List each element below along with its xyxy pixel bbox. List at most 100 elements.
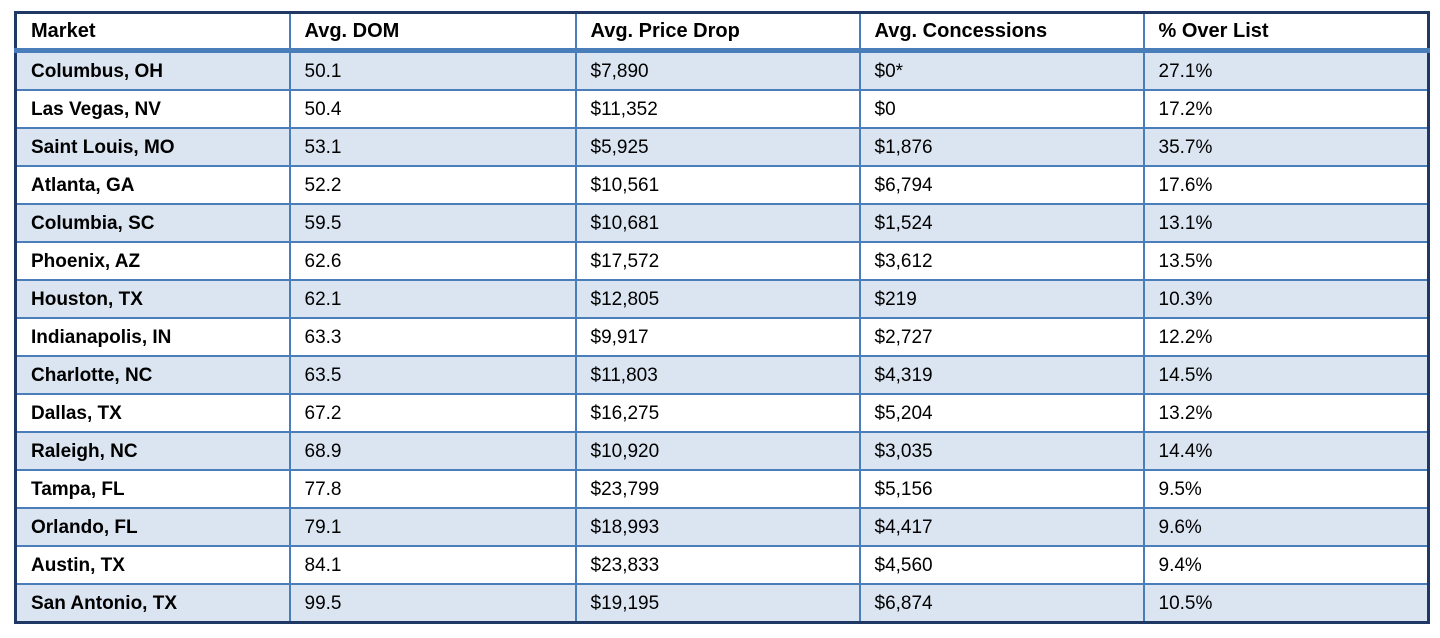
- value-cell: $5,925: [574, 127, 861, 167]
- value-cell: $10,920: [574, 431, 861, 471]
- value-cell: $2,727: [858, 317, 1145, 357]
- value-cell: 62.6: [288, 241, 577, 281]
- value-cell: $23,799: [574, 469, 861, 509]
- market-comparison-table: Market Avg. DOM Avg. Price Drop Avg. Conces…: [14, 11, 1430, 624]
- value-cell: $11,803: [574, 355, 861, 395]
- value-cell: 14.4%: [1142, 431, 1430, 471]
- value-cell: $219: [858, 279, 1145, 319]
- value-cell: $10,561: [574, 165, 861, 205]
- market-cell: Tampa, FL: [14, 469, 291, 509]
- market-cell: Raleigh, NC: [14, 431, 291, 471]
- value-cell: $1,876: [858, 127, 1145, 167]
- value-cell: 50.1: [288, 49, 577, 91]
- value-cell: 59.5: [288, 203, 577, 243]
- table-row: Columbus, OH 50.1 $7,890 $0* 27.1%: [14, 49, 1430, 91]
- market-cell: San Antonio, TX: [14, 583, 291, 624]
- column-header-avg-dom: Avg. DOM: [288, 11, 577, 53]
- table-row: Saint Louis, MO 53.1 $5,925 $1,876 35.7%: [14, 127, 1430, 167]
- value-cell: $23,833: [574, 545, 861, 585]
- value-cell: $16,275: [574, 393, 861, 433]
- table-header: Market Avg. DOM Avg. Price Drop Avg. Conces…: [14, 11, 1430, 53]
- value-cell: 27.1%: [1142, 49, 1430, 91]
- value-cell: 63.5: [288, 355, 577, 395]
- table-row: Columbia, SC 59.5 $10,681 $1,524 13.1%: [14, 203, 1430, 243]
- header-row: Market Avg. DOM Avg. Price Drop Avg. Conces…: [14, 11, 1430, 53]
- market-cell: Saint Louis, MO: [14, 127, 291, 167]
- value-cell: 17.6%: [1142, 165, 1430, 205]
- value-cell: $12,805: [574, 279, 861, 319]
- value-cell: $3,035: [858, 431, 1145, 471]
- value-cell: $17,572: [574, 241, 861, 281]
- value-cell: $0: [858, 89, 1145, 129]
- table-row: Charlotte, NC 63.5 $11,803 $4,319 14.5%: [14, 355, 1430, 395]
- value-cell: $6,794: [858, 165, 1145, 205]
- value-cell: $9,917: [574, 317, 861, 357]
- market-cell: Columbus, OH: [14, 49, 291, 91]
- table-row: Atlanta, GA 52.2 $10,561 $6,794 17.6%: [14, 165, 1430, 205]
- value-cell: $4,319: [858, 355, 1145, 395]
- value-cell: 10.5%: [1142, 583, 1430, 624]
- value-cell: $7,890: [574, 49, 861, 91]
- market-cell: Atlanta, GA: [14, 165, 291, 205]
- table-row: Dallas, TX 67.2 $16,275 $5,204 13.2%: [14, 393, 1430, 433]
- value-cell: 35.7%: [1142, 127, 1430, 167]
- value-cell: $1,524: [858, 203, 1145, 243]
- market-cell: Austin, TX: [14, 545, 291, 585]
- value-cell: 14.5%: [1142, 355, 1430, 395]
- table-row: Phoenix, AZ 62.6 $17,572 $3,612 13.5%: [14, 241, 1430, 281]
- value-cell: 53.1: [288, 127, 577, 167]
- value-cell: 50.4: [288, 89, 577, 129]
- table-row: Raleigh, NC 68.9 $10,920 $3,035 14.4%: [14, 431, 1430, 471]
- value-cell: $3,612: [858, 241, 1145, 281]
- value-cell: 67.2: [288, 393, 577, 433]
- value-cell: 10.3%: [1142, 279, 1430, 319]
- value-cell: $4,560: [858, 545, 1145, 585]
- value-cell: $5,156: [858, 469, 1145, 509]
- table-row: Houston, TX 62.1 $12,805 $219 10.3%: [14, 279, 1430, 319]
- value-cell: 13.5%: [1142, 241, 1430, 281]
- value-cell: 13.1%: [1142, 203, 1430, 243]
- value-cell: $6,874: [858, 583, 1145, 624]
- value-cell: 9.4%: [1142, 545, 1430, 585]
- value-cell: $18,993: [574, 507, 861, 547]
- column-header-avg-concessions: Avg. Concessions: [858, 11, 1145, 53]
- market-cell: Orlando, FL: [14, 507, 291, 547]
- market-cell: Houston, TX: [14, 279, 291, 319]
- value-cell: 77.8: [288, 469, 577, 509]
- market-cell: Las Vegas, NV: [14, 89, 291, 129]
- market-cell: Phoenix, AZ: [14, 241, 291, 281]
- value-cell: $0*: [858, 49, 1145, 91]
- value-cell: $11,352: [574, 89, 861, 129]
- table-row: San Antonio, TX 99.5 $19,195 $6,874 10.5%: [14, 583, 1430, 624]
- value-cell: 68.9: [288, 431, 577, 471]
- value-cell: 52.2: [288, 165, 577, 205]
- market-cell: Columbia, SC: [14, 203, 291, 243]
- table-body: Columbus, OH 50.1 $7,890 $0* 27.1% Las Vegas,…: [14, 49, 1430, 624]
- value-cell: 84.1: [288, 545, 577, 585]
- table-row: Tampa, FL 77.8 $23,799 $5,156 9.5%: [14, 469, 1430, 509]
- value-cell: 62.1: [288, 279, 577, 319]
- market-table-container: Market Avg. DOM Avg. Price Drop Avg. Conces…: [14, 11, 1430, 624]
- value-cell: 12.2%: [1142, 317, 1430, 357]
- value-cell: 79.1: [288, 507, 577, 547]
- column-header-over-list: % Over List: [1142, 11, 1430, 53]
- table-row: Las Vegas, NV 50.4 $11,352 $0 17.2%: [14, 89, 1430, 129]
- column-header-avg-price-drop: Avg. Price Drop: [574, 11, 861, 53]
- market-cell: Indianapolis, IN: [14, 317, 291, 357]
- market-cell: Charlotte, NC: [14, 355, 291, 395]
- value-cell: 13.2%: [1142, 393, 1430, 433]
- table-row: Austin, TX 84.1 $23,833 $4,560 9.4%: [14, 545, 1430, 585]
- column-header-market: Market: [14, 11, 291, 53]
- table-row: Orlando, FL 79.1 $18,993 $4,417 9.6%: [14, 507, 1430, 547]
- value-cell: 17.2%: [1142, 89, 1430, 129]
- table-row: Indianapolis, IN 63.3 $9,917 $2,727 12.2%: [14, 317, 1430, 357]
- value-cell: $5,204: [858, 393, 1145, 433]
- value-cell: 9.5%: [1142, 469, 1430, 509]
- value-cell: 99.5: [288, 583, 577, 624]
- value-cell: $10,681: [574, 203, 861, 243]
- value-cell: 63.3: [288, 317, 577, 357]
- value-cell: $19,195: [574, 583, 861, 624]
- value-cell: 9.6%: [1142, 507, 1430, 547]
- market-cell: Dallas, TX: [14, 393, 291, 433]
- value-cell: $4,417: [858, 507, 1145, 547]
